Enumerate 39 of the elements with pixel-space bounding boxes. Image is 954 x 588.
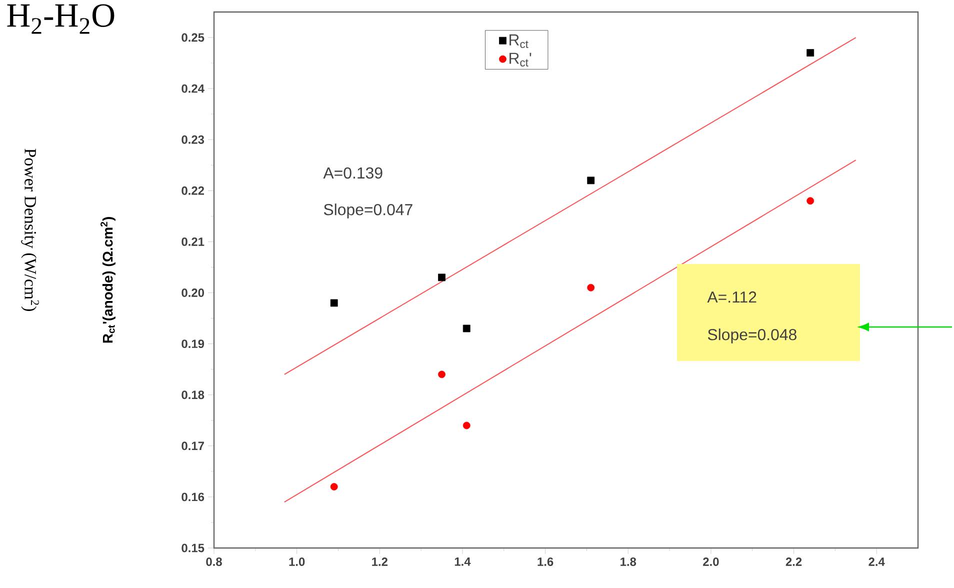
x-tick-label: 1.8	[620, 558, 636, 566]
point	[462, 324, 470, 332]
y-tick-label: 0.16	[182, 492, 204, 502]
y-tick-label: 0.17	[182, 442, 204, 450]
y-tick-label: 0.24	[182, 84, 204, 93]
text: Power Density (W/cm$^{2}$)	[21, 148, 39, 311]
x-tick-label: 1.4	[454, 558, 471, 566]
legend-label: R$_{ct}$	[510, 34, 528, 48]
y-tick-label: 0.19	[182, 340, 204, 348]
point	[587, 176, 595, 184]
y-tick-label: 0.18	[182, 390, 204, 400]
point	[438, 274, 446, 282]
x-tick-label: 1.0	[289, 558, 305, 566]
y-axis-title: R$_{ct}$'(anode) (Ω.cm$^{2}$)	[100, 217, 116, 343]
x-tick-label: 2.4	[868, 558, 885, 566]
chart-title: H$_{2}$-H$_{2}$O	[7, 4, 114, 34]
x-tick-label: 1.6	[538, 558, 554, 566]
annotation: A=0.139	[323, 167, 382, 179]
y-tick-label: 0.25	[182, 33, 204, 42]
y-tick-label: 0.20	[182, 288, 204, 297]
annotation: A=.112	[707, 291, 756, 303]
point	[330, 483, 338, 490]
point	[462, 422, 470, 430]
legend-label: R$_{ct}$'	[510, 52, 532, 66]
annotation: Slope=0.047	[324, 204, 412, 218]
y-tick-label: 0.15	[182, 544, 204, 552]
point	[587, 284, 595, 292]
x-tick-label: 2.2	[786, 558, 802, 566]
x-tick-label: 2.0	[703, 558, 719, 566]
x-tick-label: 1.2	[372, 558, 388, 566]
annotation: Slope=0.048	[708, 328, 796, 344]
point	[806, 49, 814, 57]
x-tick-label: 0.8	[206, 558, 222, 566]
point	[330, 299, 338, 307]
point	[438, 370, 446, 378]
y-tick-label: 0.21	[182, 237, 204, 246]
y-tick-label: 0.22	[182, 186, 204, 195]
y-tick-label: 0.23	[182, 135, 204, 144]
point	[806, 197, 814, 205]
